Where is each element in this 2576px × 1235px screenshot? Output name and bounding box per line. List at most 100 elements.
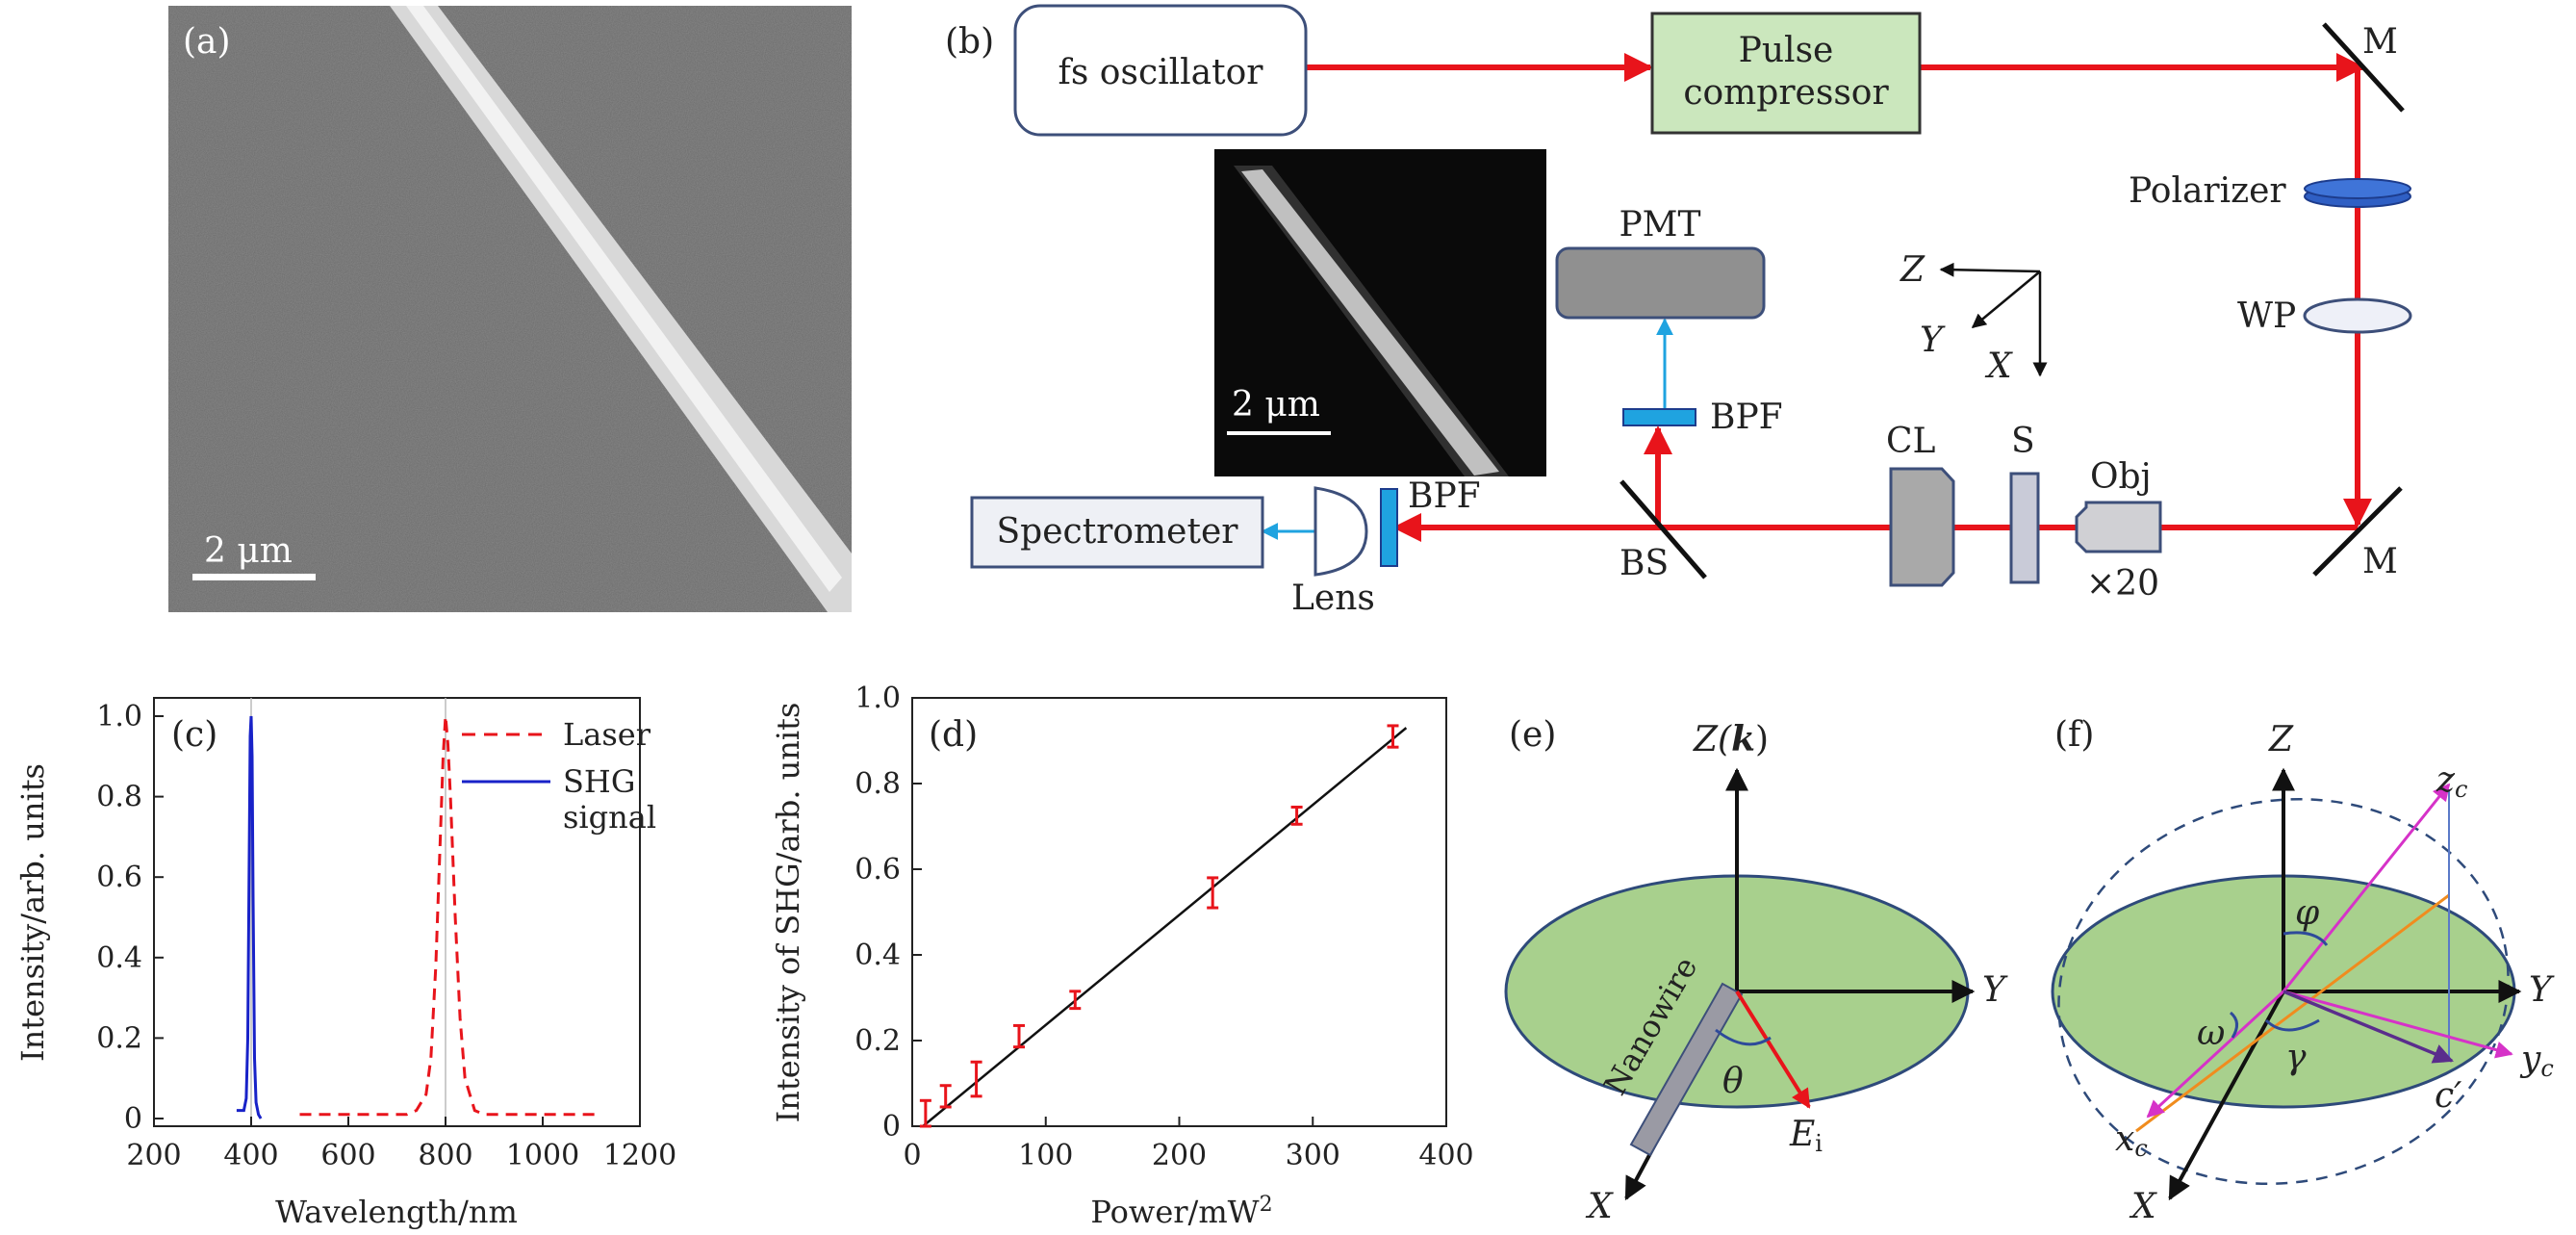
zc-arrow bbox=[2282, 783, 2451, 992]
yc-arrow bbox=[2283, 990, 2513, 1059]
chart-d-xtick-label-4: 400 bbox=[1418, 1139, 1473, 1172]
panel-f: (f) φ ω γ Z Y X zc yc xc c′ bbox=[2051, 715, 2555, 1226]
chart-c-ytick-label-4: 0.8 bbox=[96, 781, 142, 814]
chart-d-fit-line bbox=[922, 727, 1408, 1127]
sample-label: S bbox=[2011, 422, 2035, 461]
panel-f-label: (f) bbox=[2054, 715, 2094, 755]
theta-arc bbox=[1715, 1028, 1772, 1046]
e-x-label: X bbox=[1585, 1187, 1614, 1226]
fs-oscillator-box bbox=[1013, 4, 1308, 137]
cylindrical-lens-icon bbox=[1889, 467, 1955, 587]
bpf-horizontal-label: BPF bbox=[1408, 476, 1481, 516]
chart-c-xtick-label-5: 1200 bbox=[603, 1139, 676, 1172]
sem-noise bbox=[168, 6, 852, 612]
panel-b: (b) fs oscillator Pulse compressor M M P… bbox=[945, 4, 2412, 618]
inset-scale-label: 2 μm bbox=[1232, 385, 1320, 425]
chart-d-point-1 bbox=[939, 1084, 952, 1109]
chart-c-ylabel: Intensity/arb. units bbox=[14, 763, 51, 1062]
chart-c-xtick-label-0: 200 bbox=[126, 1139, 181, 1172]
mirror-bottom-label: M bbox=[2362, 542, 2398, 581]
chart-d-point-0 bbox=[919, 1098, 931, 1128]
objective-mag-label: ×20 bbox=[2086, 564, 2159, 604]
panel-a-label: (a) bbox=[183, 22, 231, 62]
f-x-axis bbox=[2168, 991, 2285, 1201]
scale-bar-a-label: 2 μm bbox=[204, 531, 293, 571]
rotated-plane-outline bbox=[2057, 798, 2510, 1185]
objective-icon bbox=[2075, 501, 2162, 553]
cprime-arrow bbox=[2283, 990, 2454, 1064]
chart-c-xtick-label-1: 400 bbox=[223, 1139, 278, 1172]
chart-d-xtick-label-3: 300 bbox=[1286, 1139, 1340, 1172]
chart-c-xtick-label-4: 1000 bbox=[506, 1139, 579, 1172]
pmt-box bbox=[1555, 246, 1766, 320]
phi-label: φ bbox=[2295, 893, 2320, 933]
chart-c-xlabel: Wavelength/nm bbox=[275, 1194, 518, 1230]
pulse-compressor-label-1: Pulse bbox=[1739, 31, 1834, 70]
e-field-arrow bbox=[1735, 990, 1811, 1109]
bs-label: BS bbox=[1620, 544, 1669, 583]
gamma-label: γ bbox=[2285, 1038, 2307, 1077]
nanowire-rod bbox=[1629, 982, 1744, 1157]
legend-shg-label-2: signal bbox=[563, 799, 656, 836]
legend-laser-label: Laser bbox=[563, 716, 651, 753]
spectrometer-box bbox=[970, 496, 1264, 569]
chart-c-ytick-label-2: 0.4 bbox=[96, 941, 142, 975]
fs-oscillator-label: fs oscillator bbox=[1058, 53, 1264, 92]
chart-d-ytick-label-1: 0.2 bbox=[854, 1024, 901, 1058]
theta-label: θ bbox=[1722, 1062, 1744, 1101]
chart-d-point-4 bbox=[1069, 990, 1082, 1011]
f-y-label: Y bbox=[2529, 970, 2555, 1010]
sample-icon bbox=[2009, 472, 2040, 584]
inset-scale-bar bbox=[1227, 431, 1331, 435]
zc-label: zc bbox=[2436, 760, 2467, 803]
pulse-compressor-label-2: compressor bbox=[1683, 73, 1889, 113]
bpf-vertical-label: BPF bbox=[1710, 398, 1783, 437]
beam-splitter-icon bbox=[1620, 479, 1707, 579]
pmt-label: PMT bbox=[1619, 205, 1700, 244]
chart-d-point-2 bbox=[970, 1060, 982, 1098]
gamma-arc bbox=[2264, 1018, 2320, 1032]
panel-e-label: (e) bbox=[1509, 715, 1556, 755]
chart-c-frame bbox=[153, 697, 641, 1127]
chart-d-ytick-label-3: 0.6 bbox=[854, 853, 901, 887]
chart-c-ticks: 200 400 600 800 1000 1200 0 0.2 0.4 0.6 0.8 1.0 bbox=[96, 700, 676, 1172]
chart-d-point-3 bbox=[1013, 1023, 1025, 1049]
bpf-vertical-icon bbox=[1622, 408, 1696, 426]
lens-label: Lens bbox=[1291, 579, 1375, 618]
pulse-compressor-box bbox=[1650, 12, 1922, 135]
omega-label: ω bbox=[2197, 1014, 2225, 1053]
legend-shg-label: SHG bbox=[563, 763, 635, 800]
chart-d-xtick-label-1: 100 bbox=[1018, 1139, 1073, 1172]
phi-arc bbox=[2283, 931, 2329, 946]
e-field-label: Ei bbox=[1789, 1115, 1823, 1157]
chart-c-ytick-label-0: 0 bbox=[124, 1102, 142, 1136]
cprime-label: c′ bbox=[2435, 1076, 2461, 1116]
chart-d-ylabel: Intensity of SHG/arb. units bbox=[770, 703, 806, 1123]
objective-label: Obj bbox=[2090, 457, 2152, 497]
chart-d-ytick-label-0: 0 bbox=[882, 1110, 901, 1144]
axis-z-label: Z bbox=[1900, 250, 1926, 290]
chart-d-point-7 bbox=[1387, 724, 1399, 749]
chart-d: 0 100 200 300 400 0 0.2 0.4 0.6 0.8 1.0 (d) Power/… bbox=[770, 682, 1474, 1230]
bpf-horizontal-icon bbox=[1380, 488, 1398, 567]
panel-c-label: (c) bbox=[171, 715, 217, 755]
chart-d-ytick-label-4: 0.8 bbox=[854, 767, 901, 801]
chart-c-ytick-label-5: 1.0 bbox=[96, 700, 142, 733]
panel-b-label: (b) bbox=[945, 22, 994, 62]
orange-line bbox=[2135, 893, 2450, 1133]
mirror-bottom bbox=[2312, 486, 2403, 577]
chart-c-series-1 bbox=[236, 715, 263, 1119]
panel-e: (e) θ Z(k) Y X Ei Nanowire bbox=[1504, 715, 2008, 1226]
polarizer-label: Polarizer bbox=[2129, 171, 2286, 211]
panel-a: (a) 2 μm bbox=[168, 6, 852, 612]
axis-y-arrow bbox=[1971, 270, 2041, 328]
chart-c-xtick-label-2: 600 bbox=[320, 1139, 375, 1172]
chart-d-xlabel: Power/mW2 bbox=[1090, 1193, 1272, 1230]
omega-arc bbox=[2229, 1011, 2238, 1039]
chart-c-series bbox=[236, 715, 601, 1119]
axis-y-label: Y bbox=[1920, 321, 1946, 360]
chart-d-point-6 bbox=[1290, 805, 1303, 826]
chart-d-xtick-label-2: 200 bbox=[1152, 1139, 1207, 1172]
cl-label: CL bbox=[1886, 422, 1936, 461]
chart-c-ytick-label-3: 0.6 bbox=[96, 861, 142, 894]
